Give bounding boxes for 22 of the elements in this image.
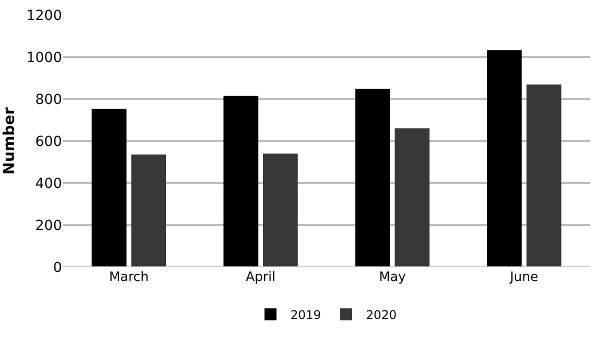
legend-label: 2020 xyxy=(366,308,397,322)
y-tick-label: 600 xyxy=(35,134,62,150)
bar xyxy=(263,154,298,267)
y-tick-label: 400 xyxy=(35,176,62,192)
bar xyxy=(223,96,258,267)
y-tick-label: 1200 xyxy=(26,8,62,24)
x-tick-label: May xyxy=(378,270,406,285)
y-axis-title: Number xyxy=(0,106,18,175)
bar xyxy=(486,50,522,267)
y-tick-label: 800 xyxy=(35,92,62,108)
bar xyxy=(394,128,430,267)
x-tick-label: March xyxy=(109,270,149,285)
y-tick-label: 0 xyxy=(53,260,62,276)
bar xyxy=(92,108,126,267)
bar xyxy=(131,154,166,267)
x-tick-label: June xyxy=(508,270,538,285)
x-tick-label: April xyxy=(246,270,276,285)
y-tick-label: 1000 xyxy=(26,50,62,66)
y-tick-label: 200 xyxy=(35,218,62,234)
bar xyxy=(526,84,562,267)
bar xyxy=(355,88,390,267)
legend-label: 2019 xyxy=(290,308,322,322)
